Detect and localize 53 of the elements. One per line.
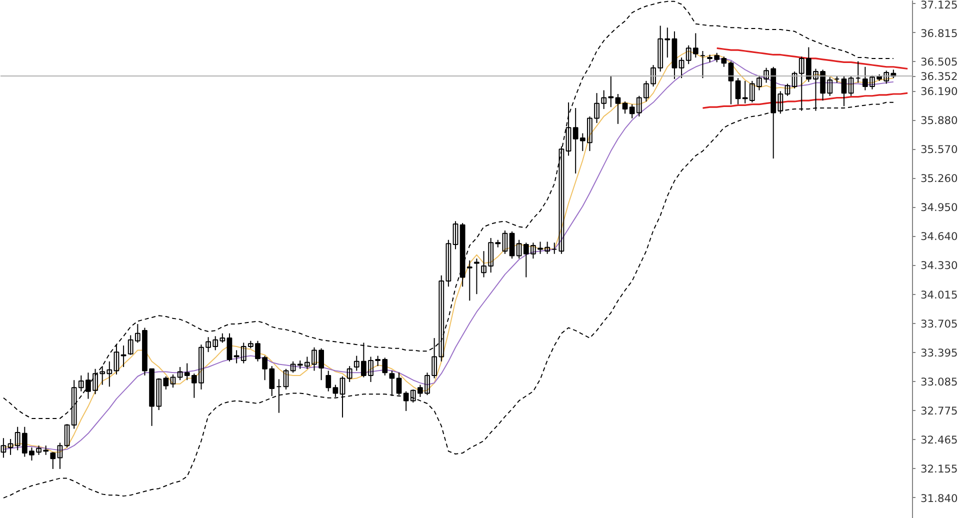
y-tick-label: 33.085 [920,376,958,389]
candlestick [792,71,798,89]
candlestick [622,100,628,114]
y-tick-label: 36.505 [920,56,958,69]
candlestick [114,344,120,376]
candlestick [170,374,176,388]
y-tick-label: 35.570 [920,143,958,156]
y-tick-label: 33.705 [920,318,958,331]
candlestick [615,94,621,124]
candlestick [446,239,452,288]
y-tick-label: 31.840 [920,492,958,505]
candlestick [509,230,515,260]
candlestick [396,372,402,396]
y-tick-label: 34.950 [920,201,958,214]
candlestick [346,366,352,382]
y-tick-label: 35.880 [920,114,958,128]
candlestick [389,370,395,397]
candlestick [177,366,183,381]
y-tick-label: 35.260 [920,172,958,186]
y-tick-label: 34.330 [920,259,958,272]
candlestick [566,102,572,156]
y-tick-label: 36.815 [920,26,958,40]
candlestick [8,438,14,456]
candlestick [0,438,6,458]
y-tick-label: 37.125 [920,0,958,12]
y-tick-label: 34.015 [920,288,958,302]
candlestick [64,424,70,448]
candlestick [678,57,684,79]
candlestick [481,250,486,278]
ref-line-label: 36.352 [920,70,958,84]
candlestick [240,342,246,364]
y-tick-label: 33.395 [920,346,958,360]
candlestick [120,345,126,368]
candlestick [226,332,232,362]
candlestick [340,376,346,418]
candlestick [735,78,741,105]
candlestick [283,368,289,390]
candlestick [728,60,734,105]
candlestick [452,220,458,250]
candlestick [784,83,790,96]
candlestick [848,76,854,96]
y-tick-label: 32.155 [920,462,958,476]
y-tick-label: 34.640 [920,230,958,244]
candlestick [474,258,480,295]
candlestick [502,230,508,254]
y-tick-label: 32.775 [920,404,958,418]
candlestick [50,452,56,470]
candlestick [290,360,296,374]
y-tick-label: 36.190 [920,85,958,98]
candlestick [57,442,63,470]
candlestick [269,366,275,397]
y-tick-label: 32.465 [920,433,958,446]
candlestick [558,146,564,254]
